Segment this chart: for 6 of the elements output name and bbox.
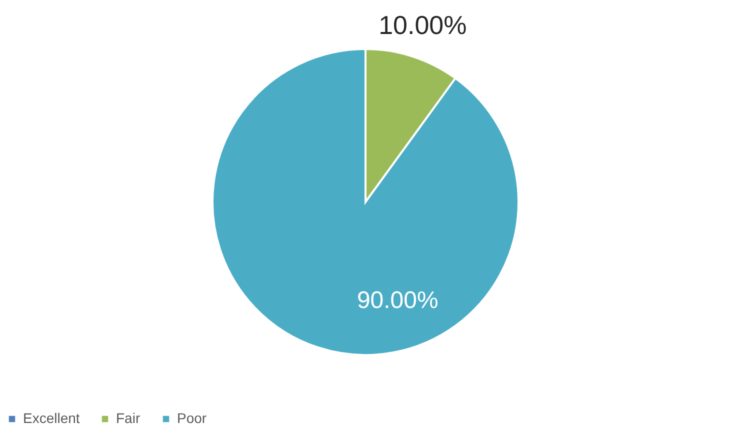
legend-label: Excellent <box>23 410 80 426</box>
legend-label: Poor <box>177 410 207 426</box>
legend-label: Fair <box>116 410 140 426</box>
data-label: 10.00% <box>378 10 467 40</box>
data-label: 90.00% <box>356 286 438 314</box>
pie-slice <box>212 48 520 356</box>
